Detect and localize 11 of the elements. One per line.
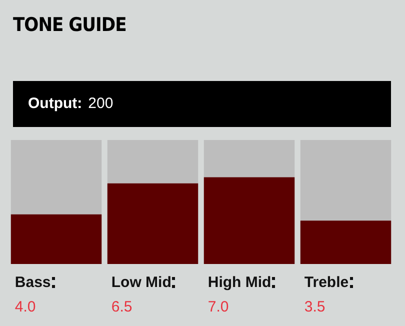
text: 200	[88, 95, 114, 112]
x-tick-label: Low Mid	[111, 274, 172, 291]
data-label: 4.0	[14, 298, 36, 316]
chart-title: TONE GUIDE	[13, 14, 126, 36]
text: Output:	[28, 95, 82, 112]
data-label: 7.0	[208, 298, 229, 316]
x-tick-label: High Mid	[208, 274, 272, 291]
x-tick-label: Bass	[14, 274, 51, 291]
data-label: 3.5	[304, 298, 326, 316]
x-tick-label: Treble	[304, 274, 349, 291]
data-label: 6.5	[111, 298, 132, 316]
